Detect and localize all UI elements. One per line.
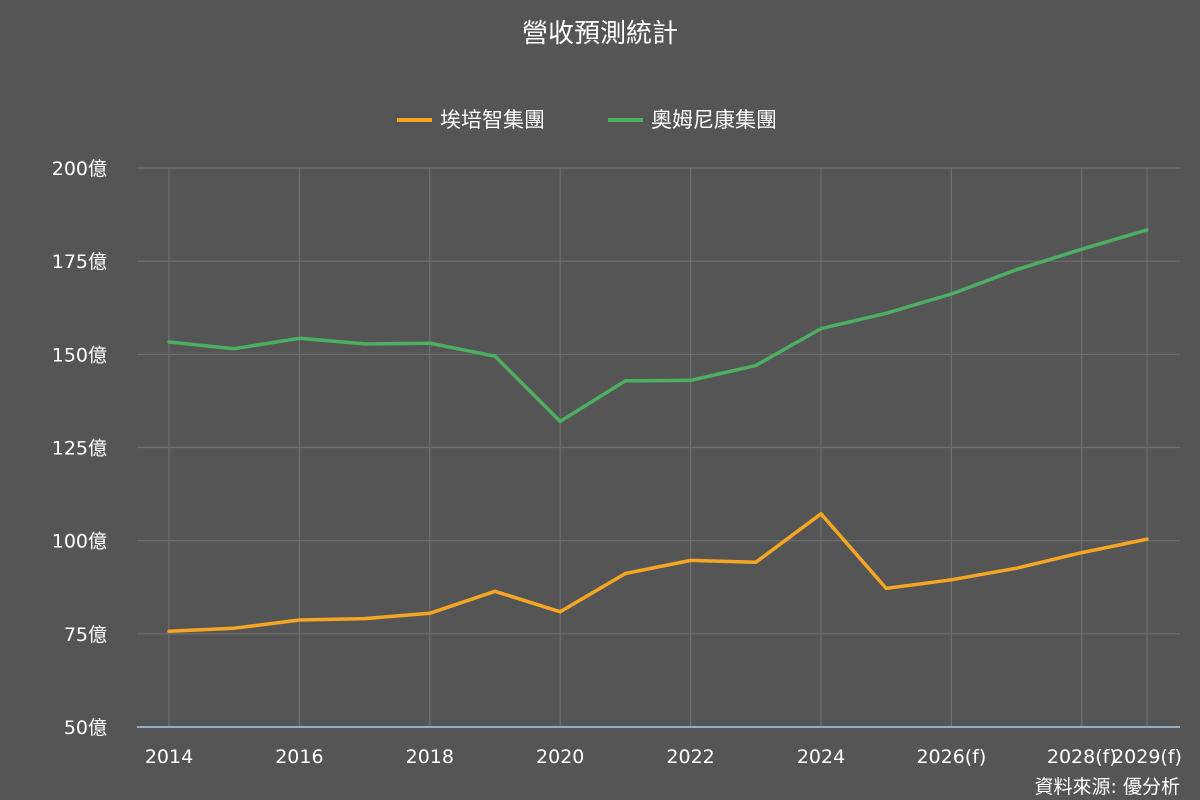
x-tick-label: 2029(f) [1112, 746, 1182, 768]
series-line-1 [167, 512, 1149, 633]
x-tick-label: 2020 [536, 746, 584, 768]
y-tick-label: 150億 [52, 344, 107, 366]
y-tick-label: 175億 [52, 251, 107, 273]
x-tick-label: 2018 [406, 746, 454, 768]
chart-title: 營收預測統計 [522, 19, 678, 49]
x-tick-label: 2024 [797, 746, 845, 768]
x-tick-label: 2022 [666, 746, 714, 768]
x-tick-label: 2016 [275, 746, 323, 768]
y-tick-label: 50億 [64, 717, 107, 739]
y-tick-label: 75億 [64, 624, 107, 646]
series-line-2 [167, 228, 1149, 424]
axes: 50億 75億 100億 125億 150億 175億 200億 2014 2016 2018 20… [52, 158, 1182, 768]
source-note: 資料來源: 優分析 [1035, 776, 1180, 798]
x-tick-label: 2014 [145, 746, 193, 768]
grid [137, 167, 1180, 727]
x-tick-label: 2028(f) [1047, 746, 1117, 768]
series-lines [167, 228, 1149, 633]
y-tick-label: 200億 [52, 158, 107, 180]
legend: 埃培智集團 奧姆尼康集團 [397, 108, 777, 132]
y-tick-label: 100億 [52, 531, 107, 553]
x-tick-label: 2026(f) [916, 746, 986, 768]
y-tick-label: 125億 [52, 438, 107, 460]
legend-label-series-2: 奧姆尼康集團 [651, 108, 777, 132]
legend-label-series-1: 埃培智集團 [440, 108, 545, 132]
